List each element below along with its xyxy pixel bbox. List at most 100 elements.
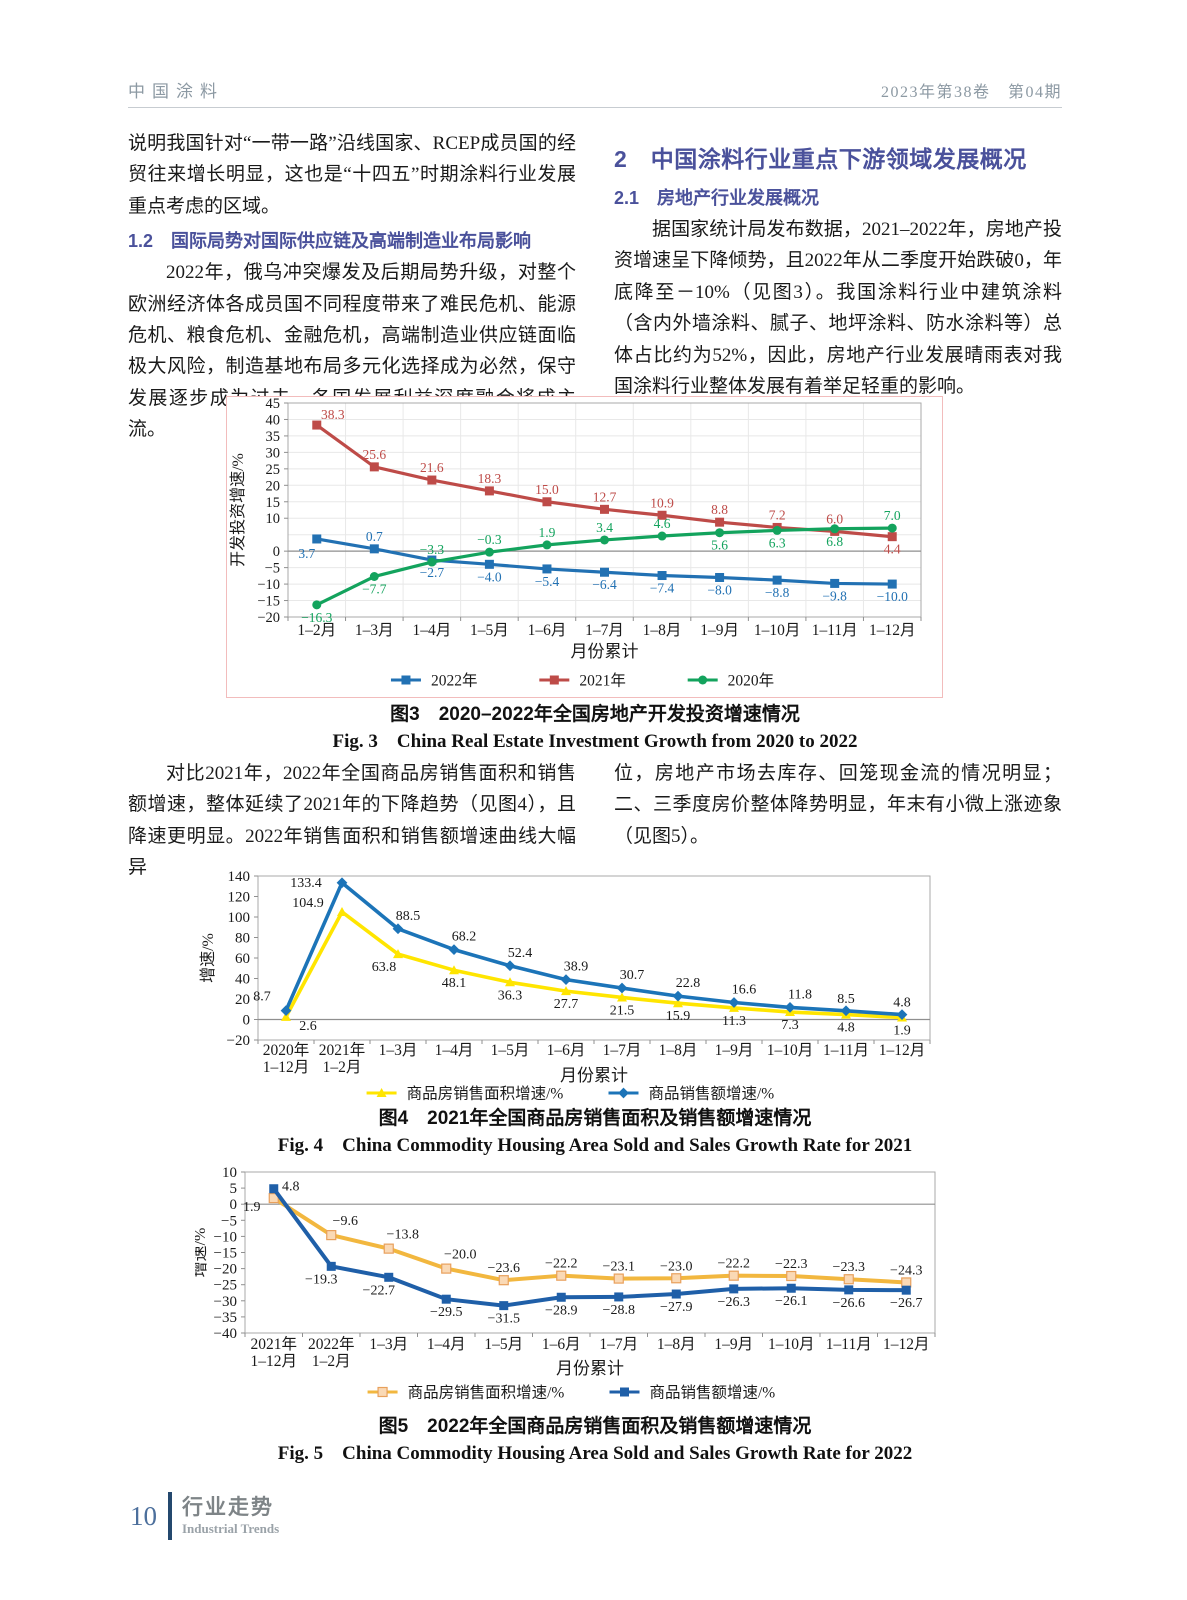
svg-text:7.3: 7.3 — [781, 1018, 799, 1033]
svg-text:−3.3: −3.3 — [420, 542, 445, 557]
svg-text:−26.1: −26.1 — [775, 1294, 807, 1309]
svg-text:63.8: 63.8 — [372, 960, 397, 975]
svg-text:3.7: 3.7 — [298, 546, 315, 561]
svg-text:−28.9: −28.9 — [545, 1303, 577, 1318]
svg-text:1–12月: 1–12月 — [883, 1336, 930, 1353]
svg-text:−31.5: −31.5 — [488, 1312, 520, 1327]
svg-text:4.4: 4.4 — [884, 542, 901, 557]
svg-text:2022年: 2022年 — [308, 1335, 355, 1353]
svg-text:−8.8: −8.8 — [765, 585, 790, 600]
svg-text:−26.3: −26.3 — [718, 1295, 750, 1310]
svg-text:30: 30 — [266, 445, 281, 461]
svg-text:−16.3: −16.3 — [301, 610, 332, 625]
svg-text:−5: −5 — [265, 561, 280, 577]
page-number: 10 — [130, 1500, 157, 1531]
svg-text:−8.0: −8.0 — [707, 582, 732, 597]
svg-text:16.6: 16.6 — [732, 982, 757, 997]
svg-text:−26.7: −26.7 — [890, 1296, 922, 1311]
svg-text:38.9: 38.9 — [564, 960, 589, 975]
figure-4-caption-en: Fig. 4 China Commodity Housing Area Sold… — [277, 1135, 913, 1156]
page-header: 中国涂料 2023年第38卷 第04期 — [128, 68, 1062, 108]
svg-text:10.9: 10.9 — [650, 495, 674, 510]
svg-text:5.6: 5.6 — [711, 538, 728, 553]
svg-text:2021年: 2021年 — [579, 672, 626, 690]
mid-text-columns: 对比2021年，2022年全国商品房销售面积和销售额增速，整体延续了2021年的… — [128, 758, 1062, 884]
svg-text:−10: −10 — [214, 1229, 237, 1245]
svg-text:6.8: 6.8 — [826, 534, 843, 549]
section-1-2-heading: 1.2 国际局势对国际供应链及高端制造业布局影响 — [128, 231, 532, 252]
svg-text:0: 0 — [243, 1013, 251, 1029]
svg-text:1–2月: 1–2月 — [312, 1353, 351, 1370]
svg-text:−10.0: −10.0 — [877, 589, 908, 604]
svg-text:−23.3: −23.3 — [833, 1260, 865, 1275]
svg-text:10: 10 — [266, 511, 281, 527]
svg-text:−2.7: −2.7 — [420, 565, 445, 580]
svg-text:1–7月: 1–7月 — [599, 1336, 638, 1353]
section-2-heading: 2 中国涂料行业重点下游领域发展概况 — [614, 146, 1027, 172]
svg-text:−26.6: −26.6 — [833, 1296, 865, 1311]
svg-text:1–11月: 1–11月 — [823, 1042, 869, 1059]
svg-text:−35: −35 — [214, 1310, 237, 1326]
figure-3-line-chart: 45 40 35 30 25 20 15 10 0 −5 −10 −15 −20 1–2月 1–3月 1–4月… — [226, 396, 943, 698]
footer-section: 行业走势 Industrial Trends — [182, 1495, 279, 1537]
svg-text:−19.3: −19.3 — [305, 1272, 337, 1287]
svg-text:0.7: 0.7 — [366, 529, 383, 544]
svg-text:20: 20 — [266, 478, 281, 494]
svg-text:开发投资增速/%: 开发投资增速/% — [229, 453, 247, 567]
svg-text:4.8: 4.8 — [282, 1180, 300, 1195]
svg-text:1–9月: 1–9月 — [714, 1336, 753, 1353]
svg-text:1.9: 1.9 — [539, 525, 556, 540]
svg-text:1–7月: 1–7月 — [603, 1042, 642, 1059]
svg-text:−9.6: −9.6 — [333, 1214, 358, 1229]
svg-text:1–11月: 1–11月 — [812, 622, 858, 639]
svg-text:1–9月: 1–9月 — [715, 1042, 754, 1059]
svg-text:1–11月: 1–11月 — [826, 1336, 872, 1353]
svg-text:−29.5: −29.5 — [430, 1305, 462, 1320]
svg-text:4.6: 4.6 — [654, 516, 671, 531]
svg-text:−15: −15 — [214, 1246, 237, 1262]
svg-text:−20: −20 — [227, 1033, 250, 1049]
paragraph-compare-2021: 对比2021年，2022年全国商品房销售面积和销售额增速，整体延续了2021年的… — [128, 763, 576, 879]
page-footer: 10 行业走势 Industrial Trends — [130, 1492, 279, 1540]
svg-text:40: 40 — [235, 972, 250, 988]
svg-text:38.3: 38.3 — [321, 407, 345, 422]
svg-text:−0.3: −0.3 — [477, 532, 502, 547]
svg-text:48.1: 48.1 — [442, 976, 467, 991]
svg-text:6.3: 6.3 — [769, 535, 786, 550]
svg-text:−20: −20 — [214, 1262, 237, 1278]
svg-text:1–10月: 1–10月 — [767, 1042, 814, 1059]
svg-text:1–3月: 1–3月 — [369, 1336, 408, 1353]
svg-text:月份累计: 月份累计 — [556, 1359, 624, 1378]
svg-text:1–5月: 1–5月 — [470, 622, 509, 639]
svg-text:−40: −40 — [214, 1326, 237, 1342]
svg-text:3.4: 3.4 — [596, 520, 613, 535]
svg-text:8.8: 8.8 — [711, 502, 728, 517]
svg-text:−23.6: −23.6 — [488, 1261, 520, 1276]
svg-text:1.9: 1.9 — [243, 1200, 261, 1215]
svg-text:0: 0 — [230, 1197, 238, 1213]
svg-text:1.9: 1.9 — [893, 1024, 911, 1039]
svg-text:−23.1: −23.1 — [603, 1260, 635, 1275]
svg-text:80: 80 — [235, 931, 250, 947]
svg-text:104.9: 104.9 — [292, 896, 324, 911]
svg-text:1–4月: 1–4月 — [412, 622, 451, 639]
svg-text:−25: −25 — [214, 1278, 237, 1294]
right-column: 2 中国涂料行业重点下游领域发展概况 2.1 房地产行业发展概况 据国家统计局发… — [614, 128, 1062, 446]
figure-5-caption: 图5 2022年全国商品房销售面积及销售额增速情况 Fig. 5 China C… — [128, 1414, 1062, 1468]
svg-text:52.4: 52.4 — [508, 946, 533, 961]
svg-text:商品销售额增速/%: 商品销售额增速/% — [649, 1085, 775, 1103]
svg-text:36.3: 36.3 — [498, 988, 523, 1003]
svg-text:30.7: 30.7 — [620, 968, 645, 983]
svg-text:−22.2: −22.2 — [718, 1257, 750, 1272]
svg-text:−20: −20 — [257, 610, 280, 626]
svg-text:1–6月: 1–6月 — [542, 1336, 581, 1353]
svg-text:8.7: 8.7 — [253, 990, 271, 1005]
figure-3-caption: 图3 2020–2022年全国房地产开发投资增速情况 Fig. 3 China … — [128, 702, 1062, 756]
svg-text:−28.8: −28.8 — [603, 1303, 635, 1318]
svg-text:1–12月: 1–12月 — [263, 1059, 310, 1076]
svg-text:月份累计: 月份累计 — [560, 1066, 628, 1085]
svg-text:−22.2: −22.2 — [545, 1257, 577, 1272]
svg-text:1–8月: 1–8月 — [659, 1042, 698, 1059]
footer-section-en: Industrial Trends — [182, 1521, 280, 1536]
